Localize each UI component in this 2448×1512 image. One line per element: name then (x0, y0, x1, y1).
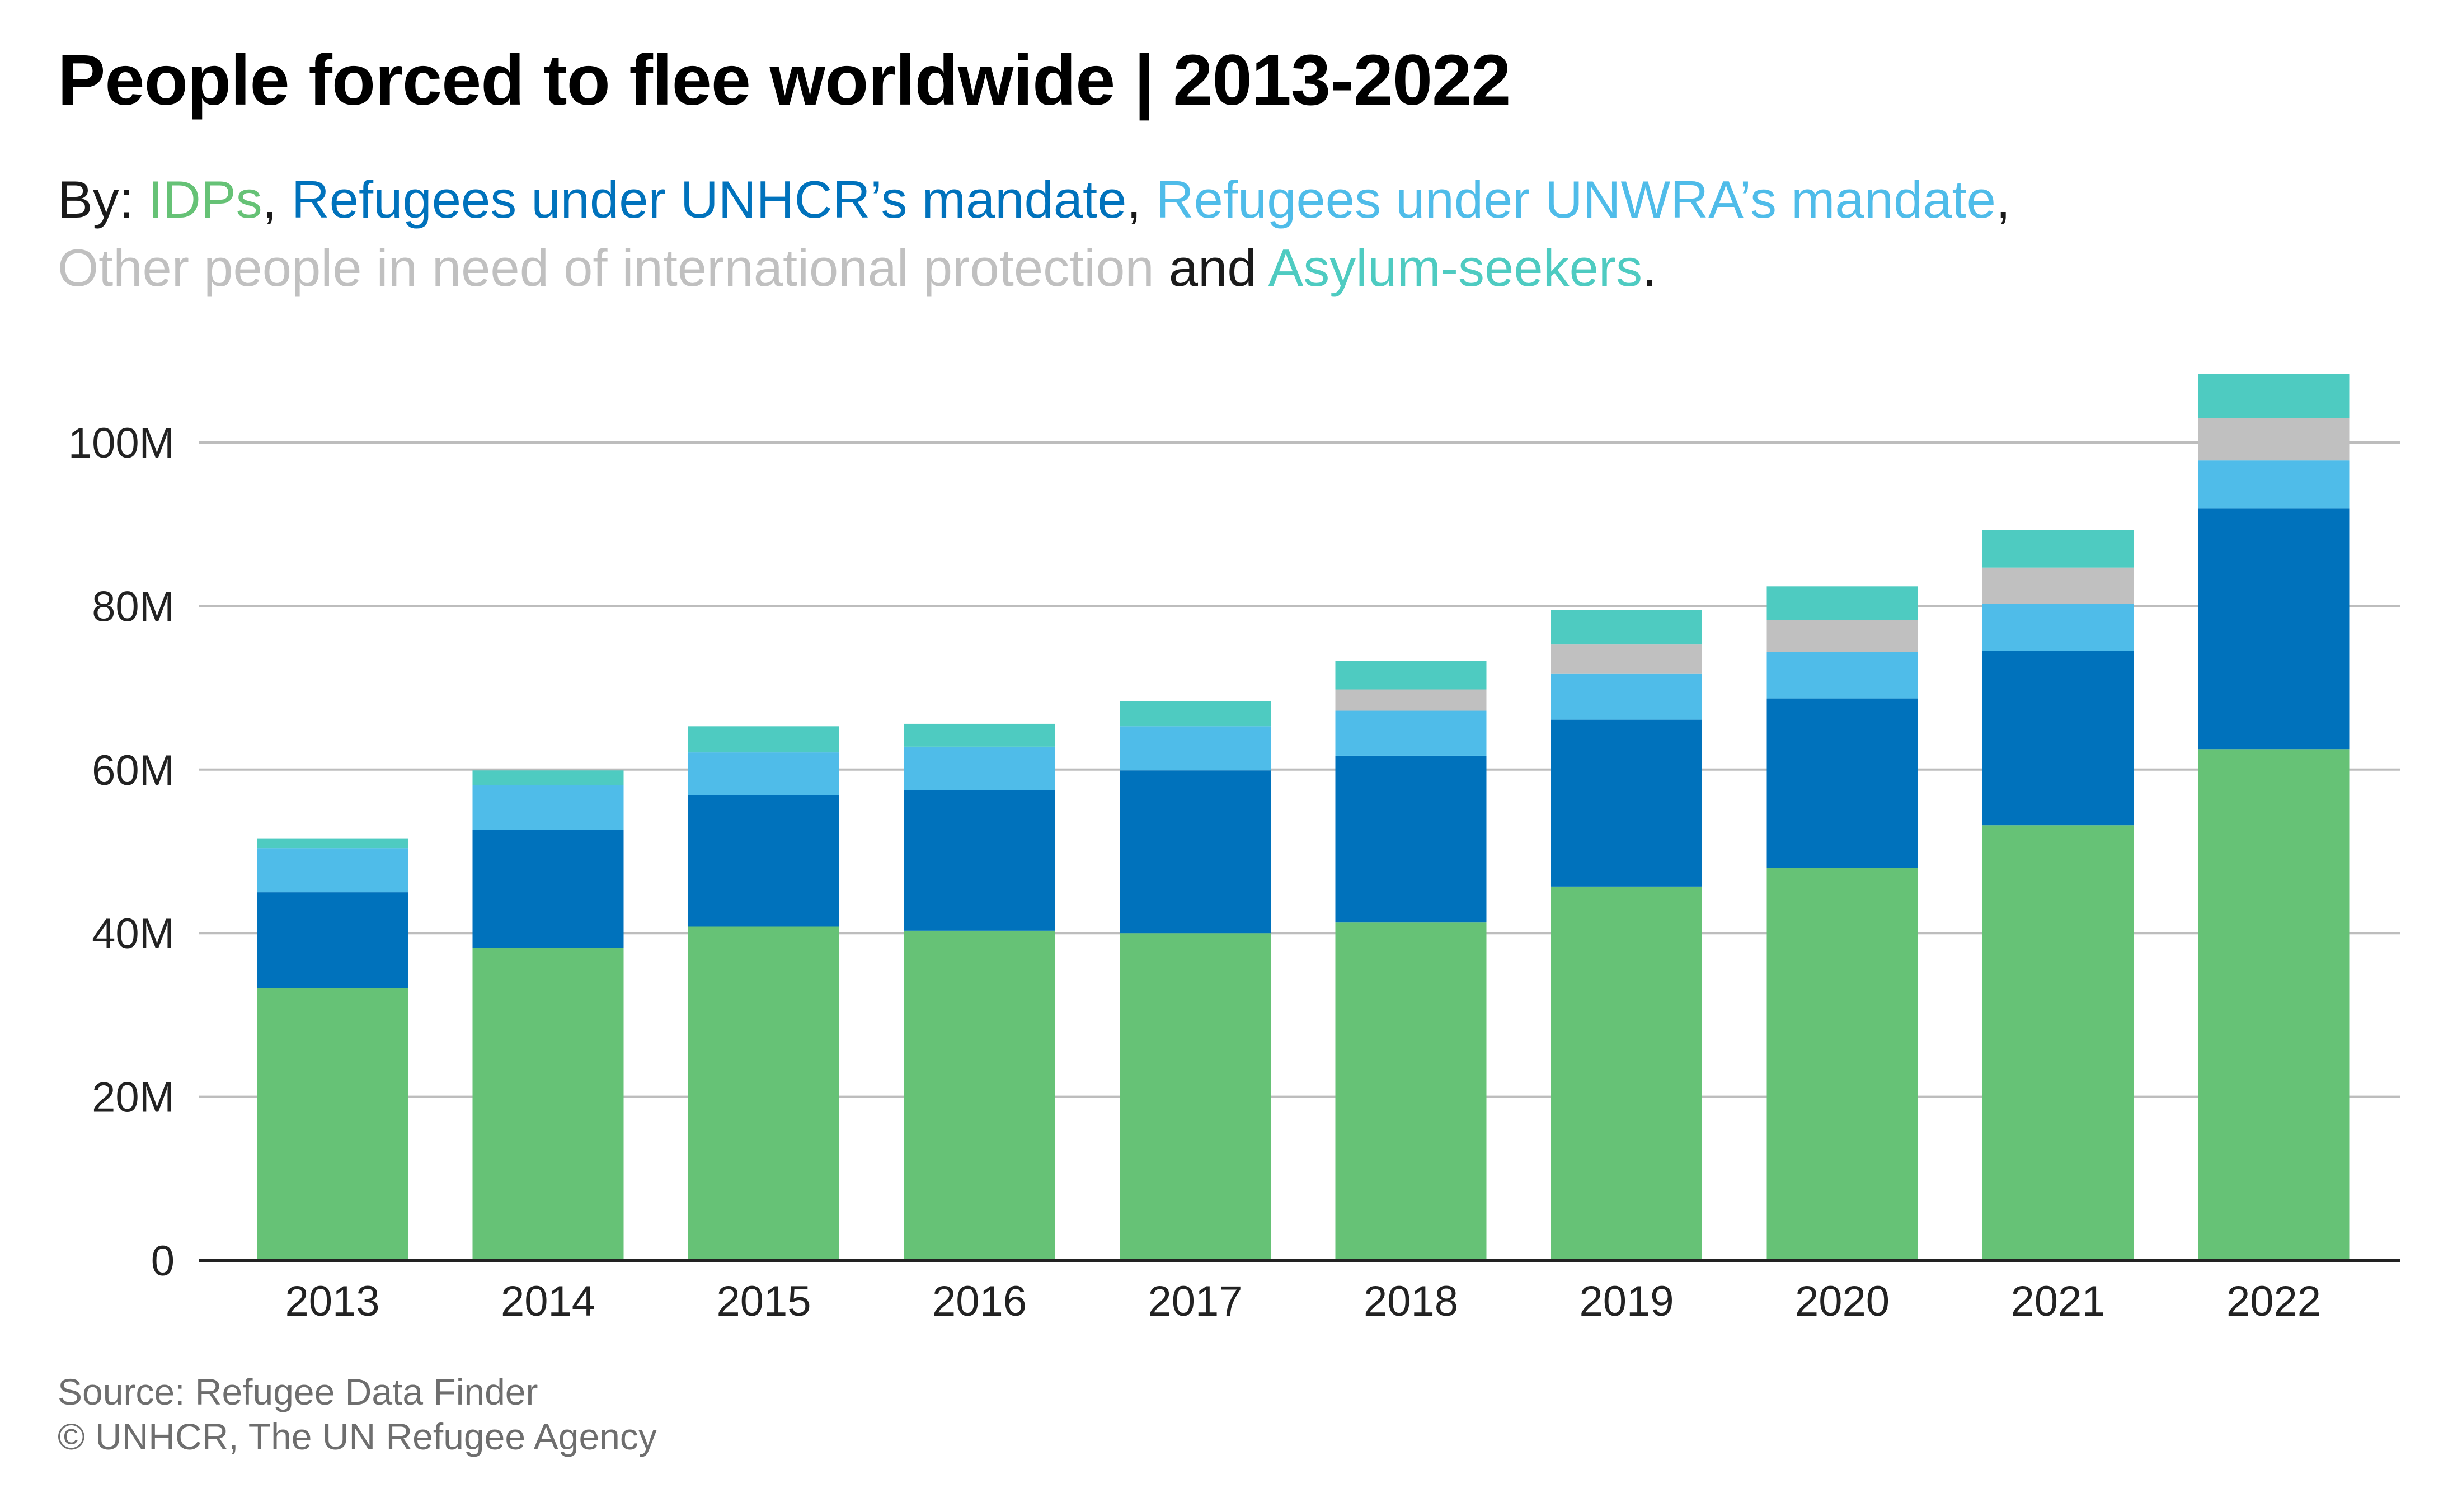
bar-segment-idps-2018 (1335, 922, 1487, 1260)
bar-segment-other-people-2022 (2198, 418, 2350, 461)
legend-label-unrwa-refugees: Refugees under UNWRA’s mandate (1155, 170, 1996, 229)
subtitle-separator: , (1995, 170, 2011, 229)
x-tick-label: 2020 (1795, 1278, 1890, 1325)
bar-segment-asylum-seekers-2015 (688, 726, 839, 753)
y-tick-label: 0 (151, 1237, 175, 1285)
bar-segment-idps-2021 (1982, 825, 2134, 1260)
bar-segment-unhcr-refugees-2014 (472, 830, 624, 948)
subtitle-separator: , (262, 170, 292, 229)
bar-segment-idps-2019 (1551, 886, 1702, 1260)
bar-segment-idps-2013 (257, 988, 408, 1260)
bar-segment-unhcr-refugees-2017 (1120, 770, 1271, 934)
x-tick-label: 2017 (1148, 1278, 1242, 1325)
chart-footer: Source: Refugee Data Finder © UNHCR, The… (58, 1369, 657, 1459)
bar-segment-asylum-seekers-2017 (1120, 700, 1271, 727)
subtitle-prefix: By: (58, 170, 148, 229)
bar-segment-idps-2015 (688, 926, 839, 1260)
bar-segment-unhcr-refugees-2021 (1982, 651, 2134, 826)
bar-segment-asylum-seekers-2022 (2198, 374, 2350, 418)
bar-segment-asylum-seekers-2014 (472, 770, 624, 785)
copyright-note: © UNHCR, The UN Refugee Agency (58, 1416, 657, 1457)
legend-label-asylum-seekers: Asylum-seekers (1268, 238, 1643, 297)
bar-segment-unhcr-refugees-2013 (257, 892, 408, 988)
chart-subtitle: By: IDPs, Refugees under UNHCR’s mandate… (58, 166, 2380, 302)
subtitle-conjunction: and (1154, 238, 1268, 297)
bar-segment-idps-2020 (1766, 868, 1918, 1260)
legend-label-other-people: Other people in need of international pr… (58, 238, 1154, 297)
x-tick-label: 2018 (1364, 1278, 1458, 1325)
bar-segment-unhcr-refugees-2015 (688, 795, 839, 927)
legend-label-idps: IDPs (148, 170, 262, 229)
bar-segment-idps-2017 (1120, 933, 1271, 1260)
bar-segment-asylum-seekers-2021 (1982, 530, 2134, 568)
bar-segment-asylum-seekers-2019 (1551, 610, 1702, 645)
bar-segment-unrwa-refugees-2022 (2198, 460, 2350, 509)
bar-segment-asylum-seekers-2016 (904, 723, 1055, 747)
chart-title: People forced to flee worldwide | 2013-2… (58, 40, 1511, 120)
x-tick-label: 2016 (932, 1278, 1027, 1325)
bar-segment-unrwa-refugees-2016 (904, 746, 1055, 790)
x-tick-label: 2022 (2226, 1278, 2321, 1325)
bar-segment-unrwa-refugees-2018 (1335, 710, 1487, 756)
subtitle-end: . (1642, 238, 1657, 297)
bar-segment-other-people-2018 (1335, 689, 1487, 711)
bar-segment-unrwa-refugees-2013 (257, 848, 408, 893)
bar-segment-unhcr-refugees-2018 (1335, 755, 1487, 923)
bar-segment-unhcr-refugees-2022 (2198, 508, 2350, 750)
source-note: Source: Refugee Data Finder (58, 1371, 538, 1412)
bar-segment-unrwa-refugees-2021 (1982, 604, 2134, 651)
bar-segment-unrwa-refugees-2020 (1766, 652, 1918, 699)
bar-segment-unhcr-refugees-2020 (1766, 698, 1918, 868)
y-tick-label: 40M (92, 910, 175, 958)
x-tick-label: 2013 (285, 1278, 379, 1325)
bar-segment-unhcr-refugees-2016 (904, 790, 1055, 931)
x-tick-label: 2021 (2010, 1278, 2105, 1325)
x-tick-label: 2015 (716, 1278, 811, 1325)
bar-segment-other-people-2019 (1551, 644, 1702, 674)
bar-segment-asylum-seekers-2020 (1766, 586, 1918, 620)
bar-segment-other-people-2020 (1766, 620, 1918, 652)
bar-segment-asylum-seekers-2018 (1335, 661, 1487, 690)
bar-segment-unrwa-refugees-2019 (1551, 673, 1702, 720)
x-tick-label: 2014 (501, 1278, 595, 1325)
y-tick-label: 100M (68, 420, 175, 467)
bar-segment-idps-2014 (472, 948, 624, 1260)
bar-segment-asylum-seekers-2013 (257, 838, 408, 849)
subtitle-separator: , (1126, 170, 1156, 229)
bar-segment-unrwa-refugees-2017 (1120, 726, 1271, 771)
x-tick-label: 2019 (1579, 1278, 1674, 1325)
bar-segment-idps-2022 (2198, 749, 2350, 1260)
y-tick-label: 20M (92, 1074, 175, 1122)
y-tick-label: 60M (92, 747, 175, 794)
bar-segment-unrwa-refugees-2015 (688, 752, 839, 795)
legend-label-unhcr-refugees: Refugees under UNHCR’s mandate (291, 170, 1127, 229)
bar-segment-other-people-2021 (1982, 567, 2134, 604)
bar-segment-unhcr-refugees-2019 (1551, 719, 1702, 887)
y-tick-label: 80M (92, 583, 175, 630)
bar-segment-idps-2016 (904, 930, 1055, 1260)
bar-segment-unrwa-refugees-2014 (472, 785, 624, 830)
